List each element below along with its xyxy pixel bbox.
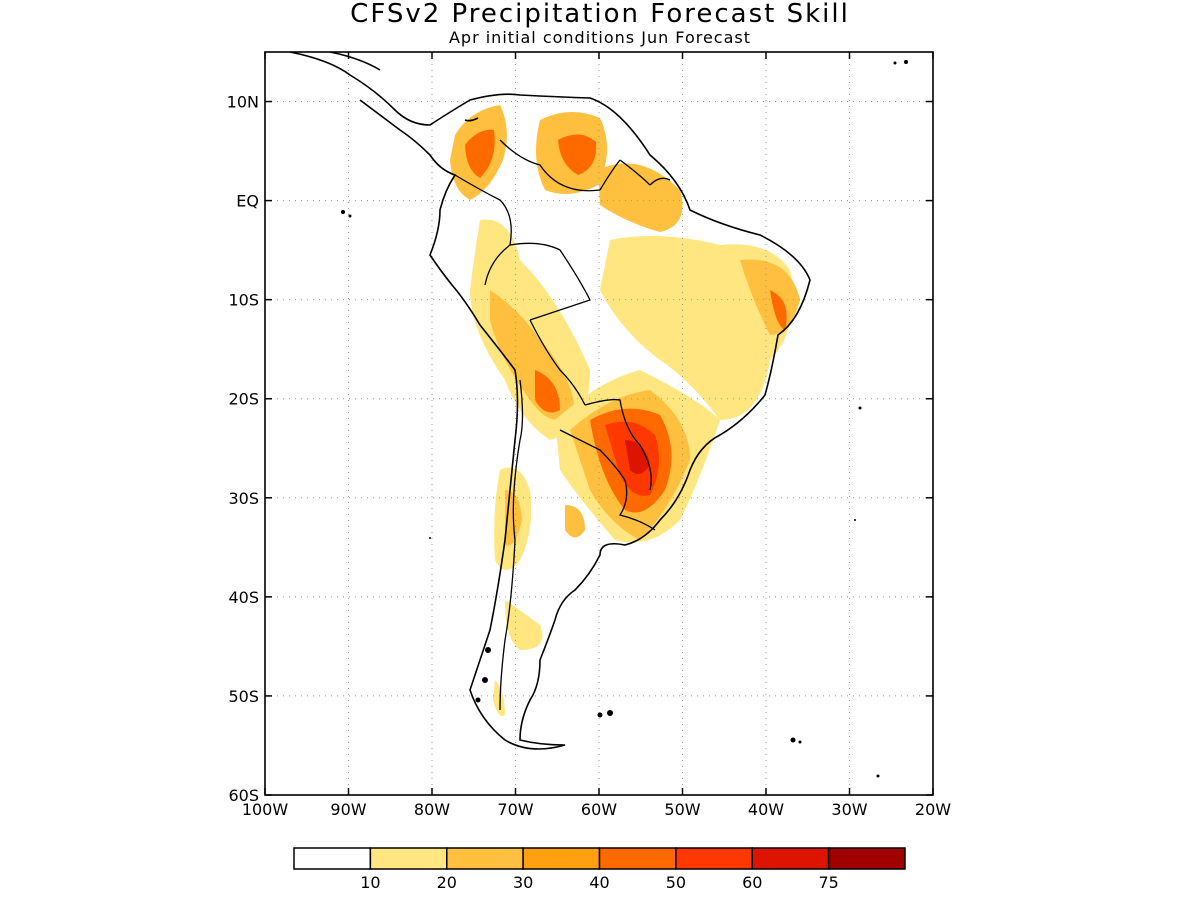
- lon-label: 100W: [242, 800, 289, 819]
- lon-label: 80W: [414, 800, 450, 819]
- colorbar-swatch: [598, 847, 677, 870]
- lon-label: 50W: [664, 800, 700, 819]
- lon-label: 20W: [915, 800, 951, 819]
- colorbar-label: 10: [360, 873, 380, 892]
- lat-label: 50S: [228, 687, 259, 706]
- coastline: [289, 52, 811, 750]
- country-borders: [454, 139, 671, 711]
- colorbar-swatch: [293, 847, 372, 870]
- skill-shading: [450, 105, 800, 716]
- colorbar-swatch: [369, 847, 448, 870]
- lat-label: 60S: [228, 786, 259, 805]
- colorbar-label: 50: [666, 873, 686, 892]
- lon-label: 90W: [330, 800, 366, 819]
- lat-label: EQ: [236, 192, 259, 211]
- lat-label: 20S: [228, 390, 259, 409]
- colorbar-label: 40: [589, 873, 609, 892]
- skill-region-guianas: [598, 163, 683, 232]
- colorbar-swatch: [675, 847, 753, 870]
- map-title: CFSv2 Precipitation Forecast Skill: [350, 0, 850, 29]
- islands: [341, 60, 908, 778]
- skill-region-peru-bolivia: [470, 219, 590, 440]
- map-subtitle: Apr initial conditions Jun Forecast: [448, 28, 752, 47]
- colorbar-swatch: [751, 847, 830, 870]
- skill-region-venezuela: [536, 111, 608, 194]
- skill-region-colombia: [450, 105, 507, 200]
- colorbar-label: 60: [742, 873, 762, 892]
- colorbar: 10 20 30 40 50 60 75: [293, 847, 906, 892]
- lon-label: 60W: [581, 800, 617, 819]
- colorbar-swatch: [446, 847, 524, 870]
- lat-label: 30S: [228, 489, 259, 508]
- lon-label: 40W: [748, 800, 784, 819]
- colorbar-label: 75: [818, 873, 838, 892]
- colorbar-swatch: [522, 847, 601, 870]
- lon-label: 30W: [831, 800, 867, 819]
- lon-label: 70W: [497, 800, 533, 819]
- colorbar-swatch: [827, 847, 906, 870]
- colorbar-label: 30: [513, 873, 533, 892]
- skill-region-northeast-brazil: [770, 290, 787, 330]
- lat-label: 40S: [228, 588, 259, 607]
- colorbar-label: 20: [437, 873, 457, 892]
- lat-label: 10S: [228, 291, 259, 310]
- lat-label: 10N: [227, 93, 259, 112]
